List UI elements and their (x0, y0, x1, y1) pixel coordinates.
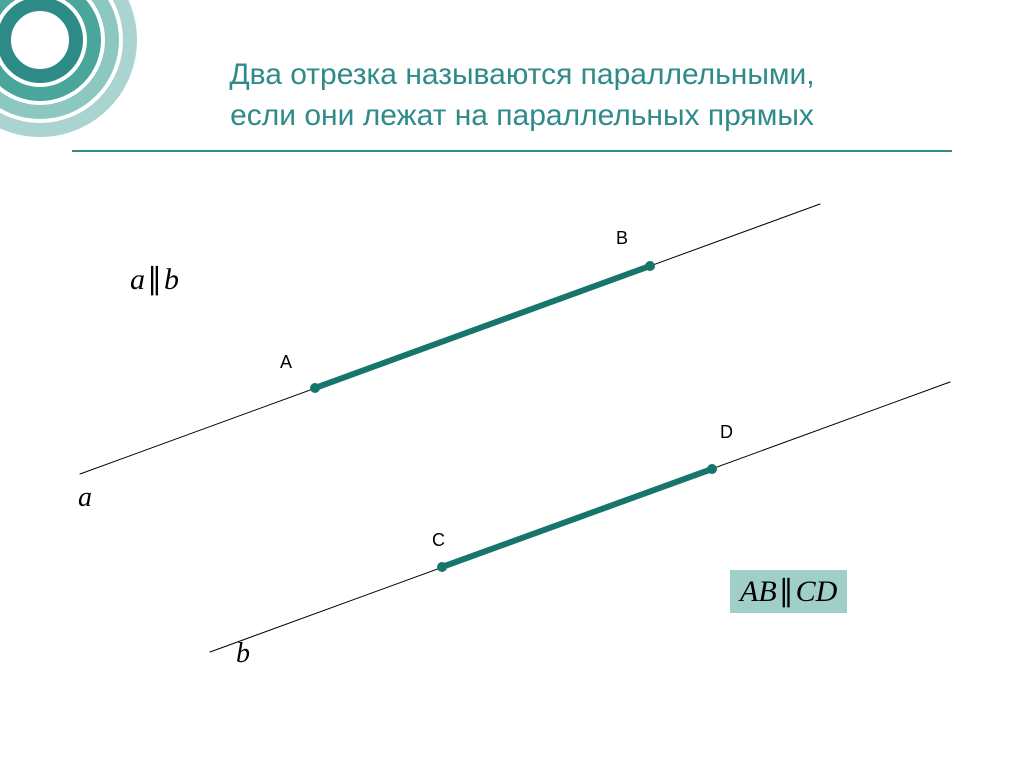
parallel-icon: ∥ (777, 575, 796, 608)
slide-title: Два отрезка называются параллельными, ес… (0, 0, 1024, 136)
parallel-lines-diagram (0, 152, 1024, 712)
formula-cd-left: AB (740, 575, 777, 608)
diagram-area: A B C D a b a∥b AB∥CD (0, 152, 1024, 712)
line-label-b: b (236, 638, 250, 670)
formula-AB-parallel-CD: AB∥CD (730, 570, 847, 613)
title-line-1: Два отрезка называются параллельными, (229, 58, 814, 91)
formula-ab-right: b (164, 263, 179, 296)
point-label-D: D (720, 422, 733, 443)
point-label-B: B (616, 228, 628, 249)
formula-cd-right: CD (796, 575, 838, 608)
line-label-a: a (78, 482, 92, 514)
parallel-icon: ∥ (145, 263, 164, 296)
formula-a-parallel-b: a∥b (130, 262, 179, 297)
point-label-C: C (432, 530, 445, 551)
title-line-2: если они лежат на параллельных прямых (230, 99, 814, 132)
point-label-A: A (280, 352, 292, 373)
corner-rings-deco (0, 0, 140, 140)
formula-ab-left: a (130, 263, 145, 296)
